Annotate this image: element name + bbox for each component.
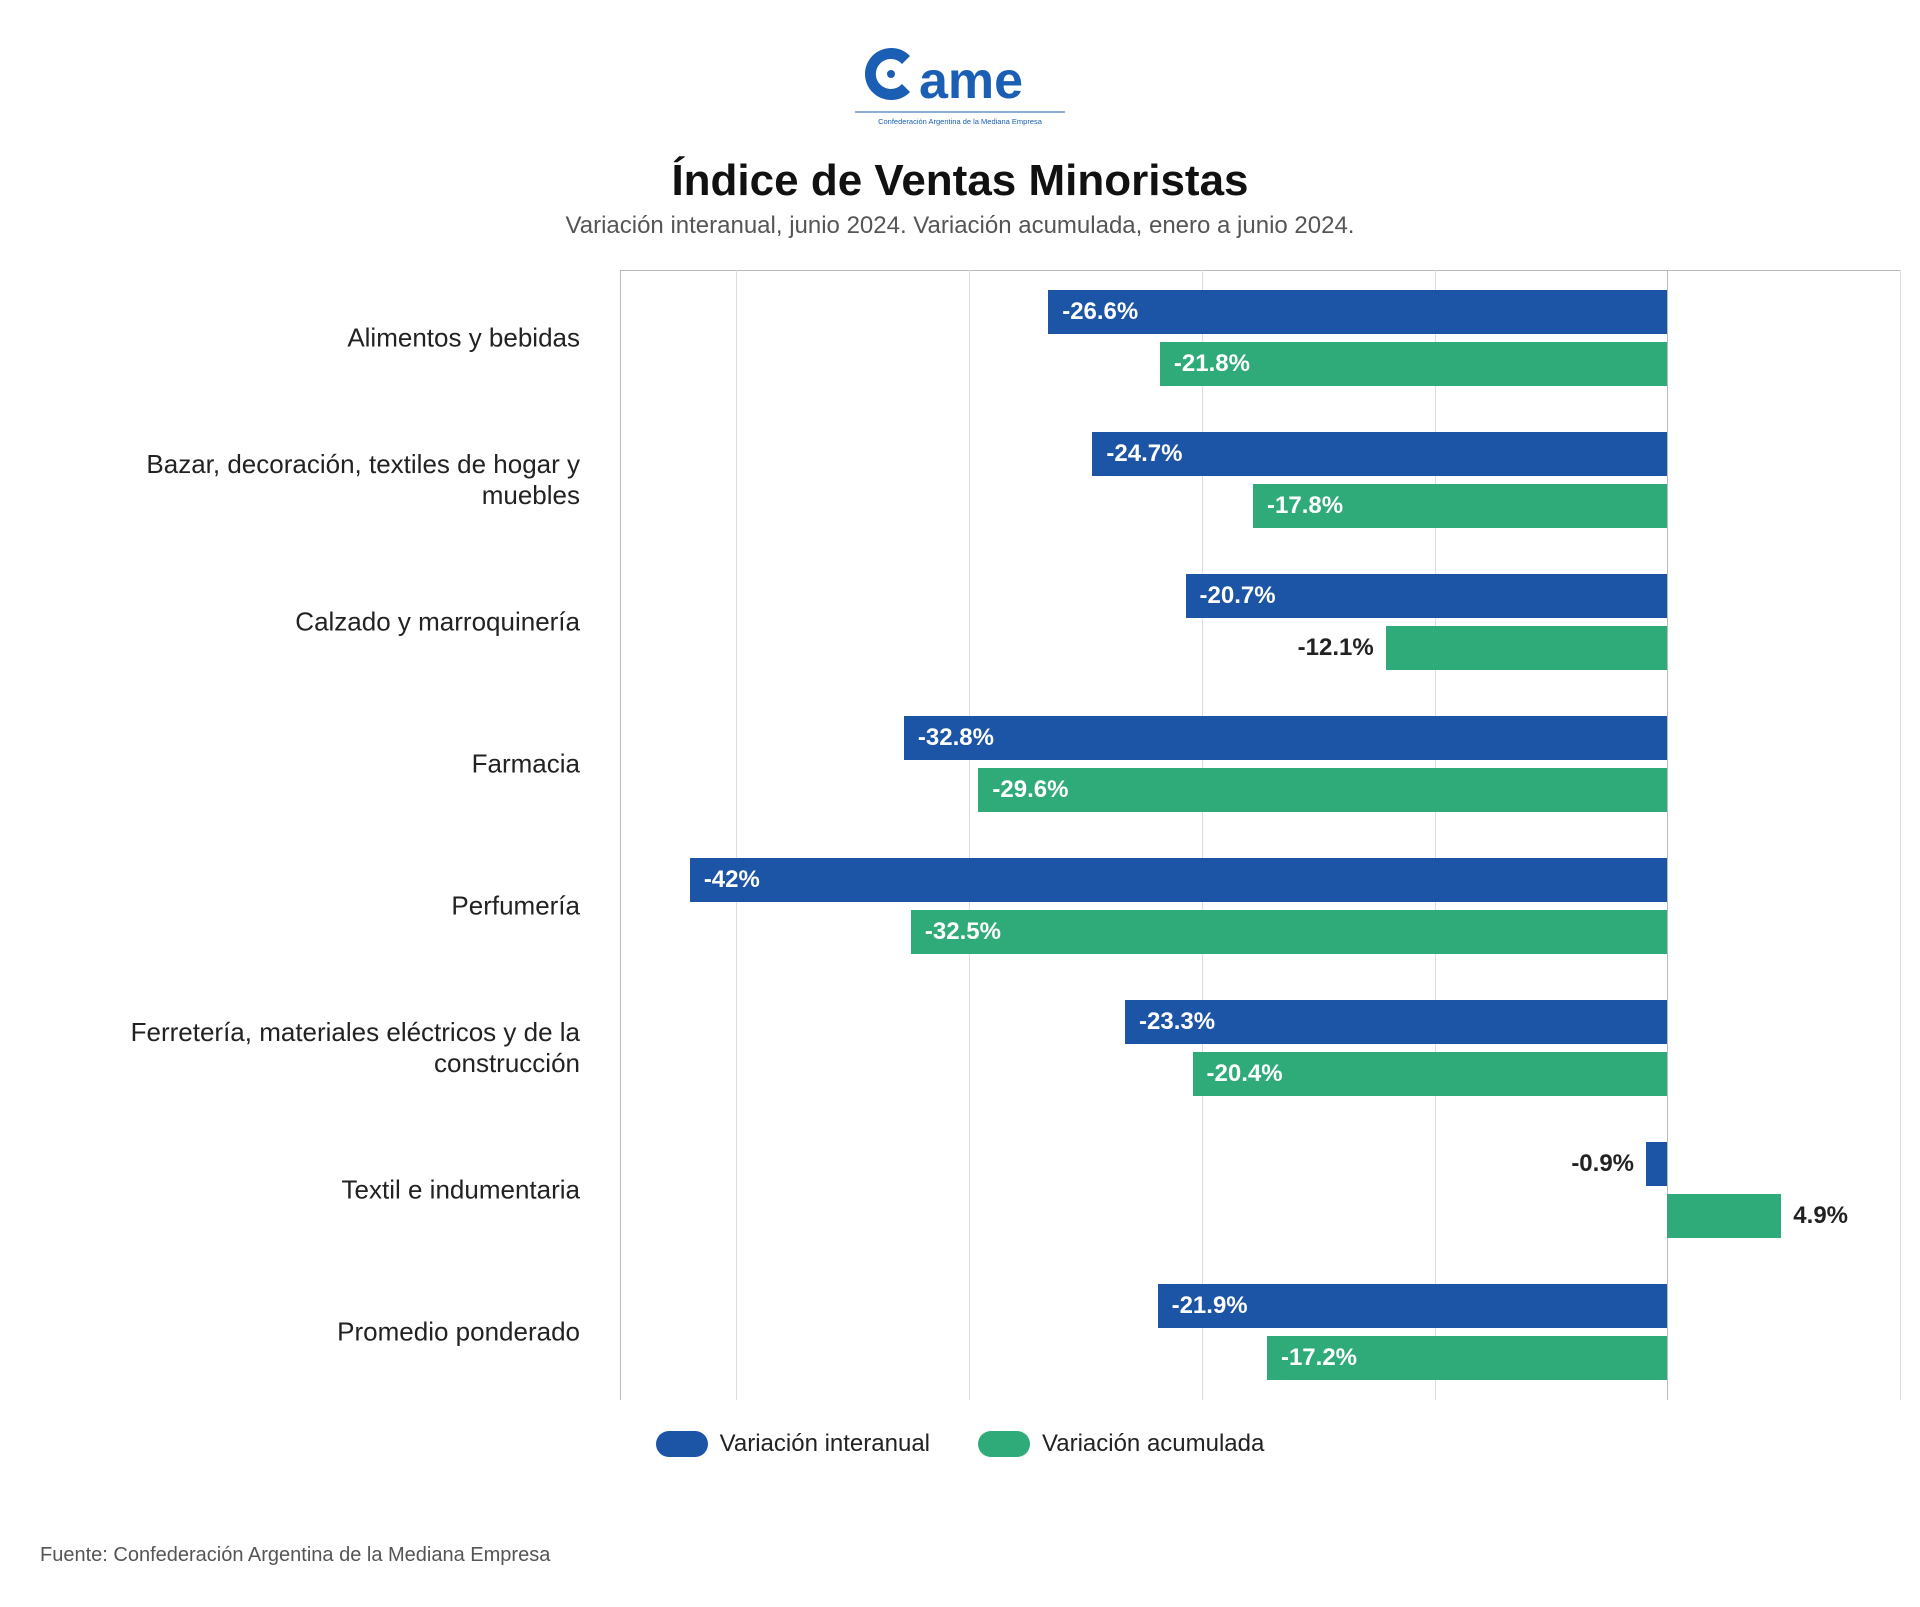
category-label: Alimentos y bebidas: [100, 322, 600, 353]
category-label: Promedio ponderado: [100, 1316, 600, 1347]
value-label: -29.6%: [992, 768, 1068, 812]
category-label: Textil e indumentaria: [100, 1174, 600, 1205]
chart-source: Fuente: Confederación Argentina de la Me…: [40, 1544, 550, 1567]
value-label: -0.9%: [1571, 1142, 1634, 1186]
value-label: -21.9%: [1172, 1284, 1248, 1328]
chart-legend: Variación interanual Variación acumulada: [60, 1430, 1860, 1464]
value-label: -23.3%: [1139, 1000, 1215, 1044]
gridline: [1900, 270, 1901, 1400]
category-label: Calzado y marroquinería: [100, 606, 600, 637]
bar-acumulada: [1667, 1194, 1781, 1238]
category-label: Bazar, decoración, textiles de hogar y m…: [100, 449, 600, 511]
bar-interanual: [1646, 1142, 1667, 1186]
bar-interanual: [690, 858, 1667, 902]
value-label: -32.8%: [918, 716, 994, 760]
legend-item: Variación acumulada: [978, 1430, 1264, 1458]
value-label: -17.2%: [1281, 1336, 1357, 1380]
value-label: -26.6%: [1062, 290, 1138, 334]
category-label: Farmacia: [100, 748, 600, 779]
chart-plot: -26.6% -21.8% -24.7% -17.8% -20.7% -12.1% -32.…: [620, 270, 1900, 1400]
value-label: -17.8%: [1267, 484, 1343, 528]
value-label: -12.1%: [1298, 626, 1374, 670]
bar-interanual: [1048, 290, 1667, 334]
chart-title: Índice de Ventas Minoristas: [60, 156, 1860, 206]
logo-subtext: Confederación Argentina de la Mediana Em…: [878, 117, 1043, 126]
gridline: [969, 270, 970, 1400]
value-label: -21.8%: [1174, 342, 1250, 386]
bar-acumulada: [1386, 626, 1668, 670]
value-label: -24.7%: [1106, 432, 1182, 476]
came-logo: ame Confederación Argentina de la Median…: [855, 40, 1065, 135]
plot-border-left: [620, 270, 621, 1400]
bar-acumulada: [911, 910, 1667, 954]
chart-header: ame Confederación Argentina de la Median…: [60, 40, 1860, 240]
chart-subtitle: Variación interanual, junio 2024. Variac…: [60, 212, 1860, 240]
category-label: Ferretería, materiales eléctricos y de l…: [100, 1017, 600, 1079]
value-label: -20.4%: [1207, 1052, 1283, 1096]
logo-main-text: ame: [919, 52, 1023, 110]
legend-label: Variación interanual: [720, 1430, 930, 1458]
legend-swatch: [978, 1431, 1030, 1457]
value-label: -42%: [704, 858, 760, 902]
value-label: -20.7%: [1200, 574, 1276, 618]
page-root: ame Confederación Argentina de la Median…: [0, 0, 1920, 1607]
legend-label: Variación acumulada: [1042, 1430, 1264, 1458]
category-label: Perfumería: [100, 890, 600, 921]
bar-interanual: [904, 716, 1667, 760]
bar-acumulada: [978, 768, 1667, 812]
plot-border-top: [620, 270, 1900, 271]
value-label: 4.9%: [1793, 1194, 1848, 1238]
gridline: [736, 270, 737, 1400]
legend-item: Variación interanual: [656, 1430, 930, 1458]
chart-area: -26.6% -21.8% -24.7% -17.8% -20.7% -12.1% -32.…: [60, 270, 1900, 1400]
value-label: -32.5%: [925, 910, 1001, 954]
legend-swatch: [656, 1431, 708, 1457]
